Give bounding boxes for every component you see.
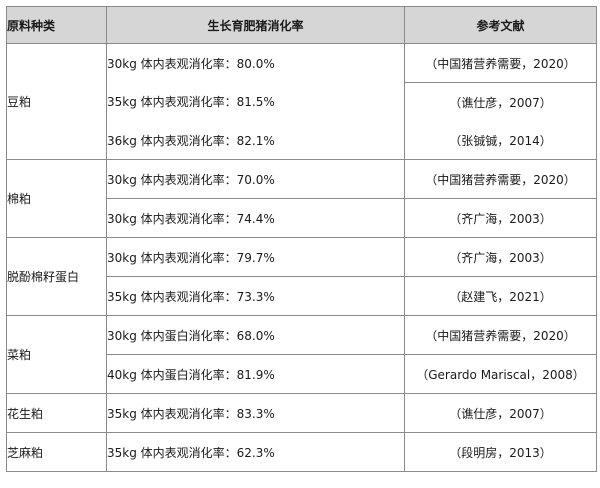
rate-cell: 35kg 体内表观消化率：83.3%: [106, 393, 405, 433]
rate-cell: 35kg 体内表观消化率：81.5%: [106, 82, 405, 121]
rate-cell: 30kg 体内表观消化率：70.0%: [106, 159, 405, 199]
reference-cell: （谯仕彦，2007）: [404, 393, 597, 433]
rate-cell: 30kg 体内表观消化率：79.7%: [106, 237, 405, 277]
rate-cell: 35kg 体内表观消化率：73.3%: [106, 276, 405, 316]
material-cell: 花生粕: [6, 393, 107, 433]
reference-cell: （齐广海，2003）: [404, 198, 597, 238]
table-row: 35kg 体内表观消化率：73.3% （赵建飞，2021）: [7, 276, 597, 316]
digestibility-table: 原料种类 生长育肥猪消化率 参考文献 豆粕 30kg 体内表观消化率：80.0%…: [6, 6, 597, 472]
table-row: 豆粕 30kg 体内表观消化率：80.0% （中国猪营养需要，2020）: [6, 43, 597, 160]
reference-cell: （赵建飞，2021）: [404, 276, 597, 316]
table-row: 花生粕 35kg 体内表观消化率：83.3% （谯仕彦，2007）: [6, 393, 597, 433]
reference-cell: （Gerardo Mariscal，2008）: [404, 354, 597, 394]
reference-cell: （中国猪营养需要，2020）: [404, 315, 597, 355]
rate-cell: 30kg 体内表观消化率：80.0%: [106, 43, 405, 83]
table-row: 30kg 体内表观消化率：74.4% （齐广海，2003）: [7, 198, 597, 238]
header-material: 原料种类: [6, 6, 107, 44]
header-digestibility: 生长育肥猪消化率: [106, 6, 405, 44]
material-cell: 棉粕: [6, 159, 107, 238]
table-row: 棉粕 30kg 体内表观消化率：70.0% （中国猪营养需要，2020）: [6, 159, 597, 238]
rate-cell: 40kg 体内蛋白消化率：81.9%: [106, 354, 405, 394]
reference-cell: （张铖铖，2014）: [404, 121, 597, 160]
material-cell: 脱酚棉籽蛋白: [6, 237, 107, 316]
reference-cell: （段明房，2013）: [404, 432, 597, 472]
table-row: 脱酚棉籽蛋白 30kg 体内表观消化率：79.7% （齐广海，2003）: [6, 237, 597, 316]
table-row: 菜粕 30kg 体内蛋白消化率：68.0% （中国猪营养需要，2020）: [6, 315, 597, 394]
reference-cell: （中国猪营养需要，2020）: [404, 43, 597, 83]
rate-cell: 30kg 体内蛋白消化率：68.0%: [106, 315, 405, 355]
rate-cell: 30kg 体内表观消化率：74.4%: [106, 198, 405, 238]
material-cell: 芝麻粕: [6, 432, 107, 472]
material-cell: 豆粕: [6, 43, 107, 160]
rate-cell: 36kg 体内表观消化率：82.1%: [106, 121, 405, 160]
reference-cell: （中国猪营养需要，2020）: [404, 159, 597, 199]
header-reference: 参考文献: [404, 6, 597, 44]
table-row: 40kg 体内蛋白消化率：81.9% （Gerardo Mariscal，200…: [7, 354, 597, 394]
table-row: 芝麻粕 35kg 体内表观消化率：62.3% （段明房，2013）: [6, 432, 597, 472]
table-row: 36kg 体内表观消化率：82.1% （张铖铖，2014）: [7, 121, 597, 160]
material-cell: 菜粕: [6, 315, 107, 394]
rate-cell: 35kg 体内表观消化率：62.3%: [106, 432, 405, 472]
table-row: 35kg 体内表观消化率：81.5% （谯仕彦，2007）: [7, 82, 597, 121]
reference-cell: （齐广海，2003）: [404, 237, 597, 277]
reference-cell: （谯仕彦，2007）: [404, 82, 597, 121]
header-row: 原料种类 生长育肥猪消化率 参考文献: [6, 6, 597, 44]
